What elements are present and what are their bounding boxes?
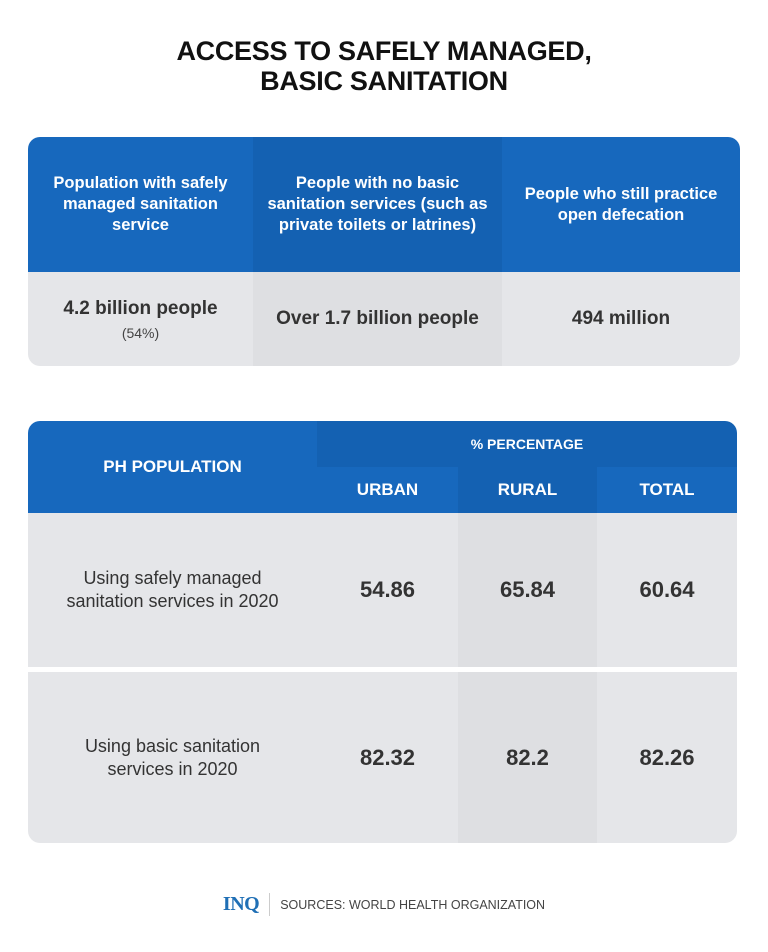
column-header: People who still practice open defecatio… xyxy=(502,137,740,272)
row-header: PH POPULATION xyxy=(28,421,317,513)
value-cell: 82.32 xyxy=(317,672,458,843)
value-cell: 54.86 xyxy=(317,513,458,667)
ph-population-table: PH POPULATION % PERCENTAGE URBAN RURAL T… xyxy=(28,421,737,843)
value-cell: 82.26 xyxy=(597,672,737,843)
footer: INQ SOURCES: WORLD HEALTH ORGANIZATION xyxy=(0,893,768,916)
row-label: Using basic sanitation services in 2020 xyxy=(28,672,317,843)
column-header: People with no basic sanitation services… xyxy=(253,137,502,272)
page-title: ACCESS TO SAFELY MANAGED, BASIC SANITATI… xyxy=(176,36,592,96)
global-sanitation-table: Population with safely managed sanitatio… xyxy=(28,137,740,366)
value-cell: 4.2 billion people (54%) xyxy=(28,272,253,366)
source-text: SOURCES: WORLD HEALTH ORGANIZATION xyxy=(280,897,546,912)
value-cell: 82.2 xyxy=(458,672,597,843)
inq-logo: INQ xyxy=(223,893,271,916)
column-header-total: TOTAL xyxy=(597,467,737,513)
row-label: Using safely managed sanitation services… xyxy=(28,513,317,667)
value-cell: 494 million xyxy=(502,272,740,366)
value-cell: Over 1.7 billion people xyxy=(253,272,502,366)
column-header-urban: URBAN xyxy=(317,467,458,513)
value-cell: 60.64 xyxy=(597,513,737,667)
group-header: % PERCENTAGE xyxy=(317,421,737,467)
column-header: Population with safely managed sanitatio… xyxy=(28,137,253,272)
value-cell: 65.84 xyxy=(458,513,597,667)
column-header-rural: RURAL xyxy=(458,467,597,513)
